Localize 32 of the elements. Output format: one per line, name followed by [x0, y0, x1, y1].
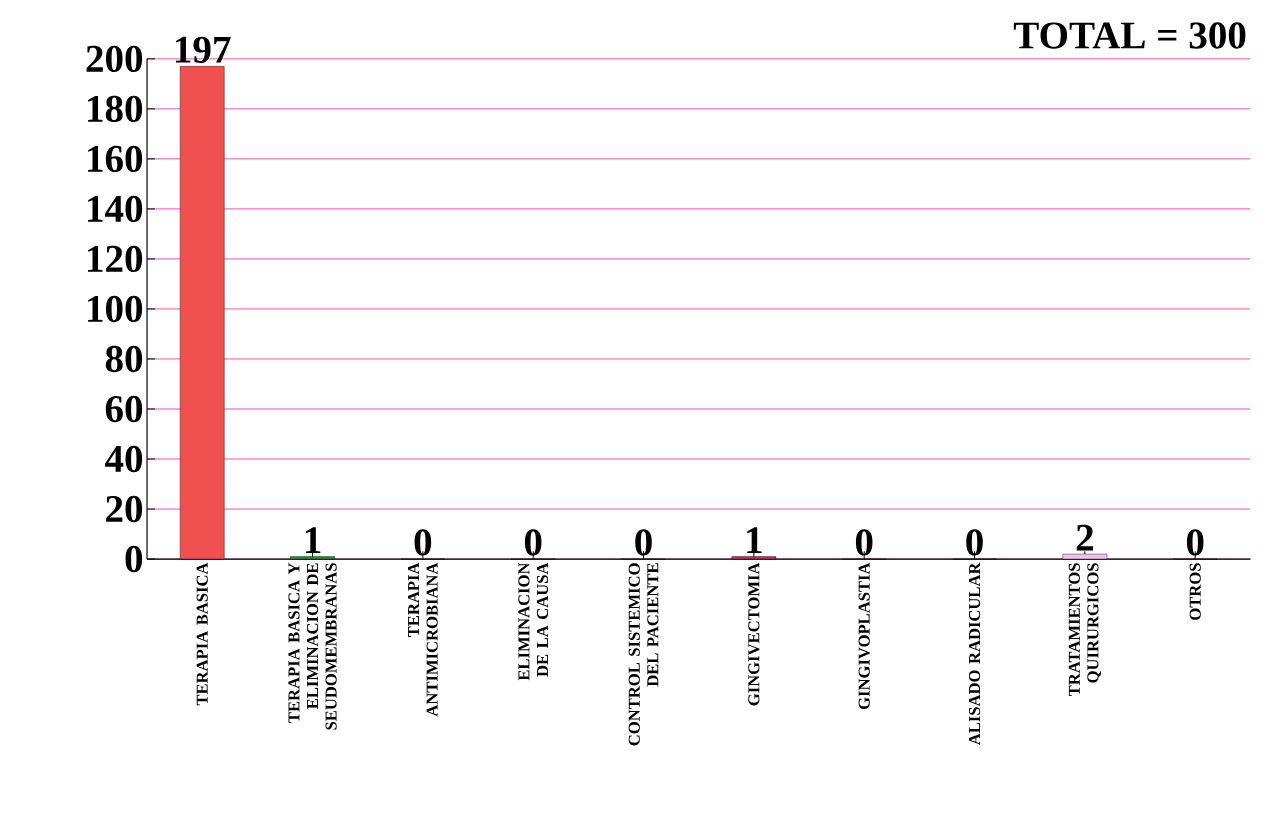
y-tick-label: 140	[88, 195, 143, 223]
x-tick-label: ELIMINACION DE LA CAUSA	[518, 562, 549, 681]
text: TOTAL = 300	[1013, 22, 1246, 49]
data-label: 197	[176, 36, 231, 64]
x-tick-label: CONTROL SISTEMICO DEL PACIENTE	[628, 563, 659, 746]
y-tick-label: 200	[86, 45, 143, 73]
data-label: 0	[966, 529, 983, 556]
y-tick-label: 40	[105, 446, 143, 473]
data-label: 0	[414, 529, 432, 556]
data-label: 0	[855, 529, 873, 556]
y-tick-label: 80	[105, 345, 143, 373]
y-tick-label: 60	[105, 395, 143, 423]
y-tick-label: 20	[106, 496, 143, 523]
x-tick-label: TRATAMIENTOS QUIRURGICOS	[1068, 563, 1102, 697]
x-tick-label: ALISADO RADICULAR	[968, 562, 981, 746]
x-tick-label: GINGIVOPLASTIA	[858, 562, 870, 710]
y-tick-label: 160	[88, 145, 143, 173]
x-tick-label: TERAPIA BASICA	[196, 562, 208, 706]
y-tick-label: 0	[125, 546, 143, 573]
x-tick-label: GINGIVECTOMIA	[748, 562, 760, 706]
x-tick-label: TERAPIA ANTIMICROBIANA	[408, 562, 438, 717]
data-label: 0	[635, 529, 652, 556]
y-tick-label: 100	[88, 295, 143, 323]
y-tick-label: 180	[88, 95, 143, 123]
data-label: 1	[747, 527, 762, 554]
y-tick-label: 120	[88, 245, 143, 273]
data-label: 2	[1076, 524, 1093, 551]
x-tick-label: TERAPIA BASICA Y ELIMINACION DE SEUDOMEMBRANAS	[288, 563, 337, 730]
data-label: 1	[305, 527, 321, 554]
data-label: 0	[1186, 529, 1204, 556]
data-label: 0	[524, 529, 542, 556]
x-tick-label: OTROS	[1189, 563, 1201, 621]
